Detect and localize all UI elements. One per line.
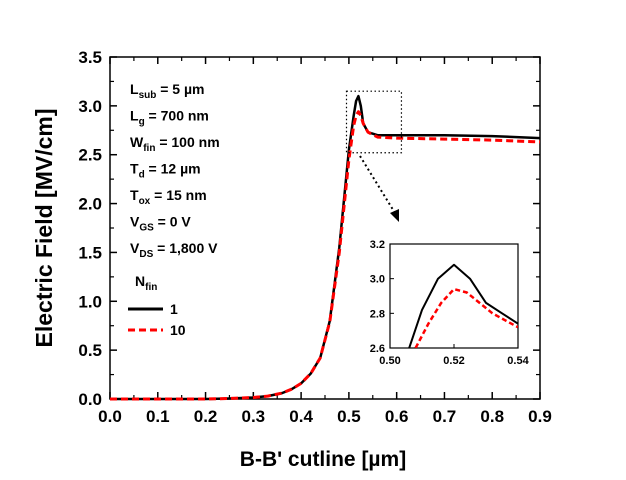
inset-series-line-10 xyxy=(414,287,518,348)
inset-x-tick-label: 0.52 xyxy=(443,355,464,367)
annotation-line: Lg = 700 nm xyxy=(130,108,209,128)
inset-x-tick-label: 0.50 xyxy=(379,355,400,367)
y-tick-label: 1.5 xyxy=(78,243,102,262)
y-axis-label: Electric Field [MV/cm] xyxy=(31,108,57,347)
x-tick-label: 0.6 xyxy=(385,407,409,426)
annotation-line: Td = 12 µm xyxy=(130,161,201,181)
inset-frame xyxy=(389,243,519,349)
annotation-line: Tox = 15 nm xyxy=(130,187,207,207)
main-series xyxy=(110,94,541,401)
annotation-line: Lsub = 5 µm xyxy=(130,81,205,101)
x-tick-label: 0.1 xyxy=(146,407,170,426)
y-tick-label: 0.0 xyxy=(78,390,102,409)
y-tick-label: 1.0 xyxy=(78,292,102,311)
y-tick-label: 2.0 xyxy=(78,195,102,214)
annotation-line: VGS = 0 V xyxy=(130,214,191,234)
zoom-arrow-line xyxy=(359,155,396,214)
x-tick-label: 0.4 xyxy=(289,407,313,426)
x-axis-label: B-B' cutline [µm] xyxy=(240,448,406,471)
y-tick-label: 0.5 xyxy=(78,341,102,360)
legend-title: Nfin xyxy=(135,273,157,293)
annotation-line: VDS = 1,800 V xyxy=(130,240,218,260)
y-tick-label: 3.0 xyxy=(78,97,102,116)
inset-series-line-1 xyxy=(408,263,518,348)
x-tick-label: 0.5 xyxy=(337,407,361,426)
legend-label: 10 xyxy=(170,322,186,338)
x-tick-label: 0.0 xyxy=(98,407,122,426)
x-tick-label: 0.3 xyxy=(242,407,266,426)
legend-label: 1 xyxy=(170,301,178,317)
x-tick-label: 0.2 xyxy=(194,407,218,426)
inset-plot: 0.50 0.52 0.54 2.6 2.8 3.0 3.2 xyxy=(370,239,530,367)
legend: Nfin 1 10 xyxy=(128,273,186,338)
y-tick-label: 3.5 xyxy=(78,48,102,67)
parameter-annotations: Lsub = 5 µm Lg = 700 nm Wfin = 100 nm Td = … xyxy=(130,81,220,260)
inset-y-tick-label: 2.8 xyxy=(370,308,385,320)
inset-x-tick-label: 0.54 xyxy=(507,355,529,367)
main-ticks: 0.0 0.1 0.2 0.3 0.4 0.5 0.6 0.7 0.8 0.9 0.0 0.5 1.0 1… xyxy=(78,48,551,426)
x-tick-label: 0.9 xyxy=(528,407,552,426)
inset-y-tick-label: 2.6 xyxy=(370,343,385,355)
x-tick-label: 0.7 xyxy=(433,407,457,426)
inset-y-tick-label: 3.0 xyxy=(370,274,385,286)
zoom-arrowhead xyxy=(390,209,399,222)
inset-y-tick-label: 3.2 xyxy=(370,239,385,251)
zoom-marker xyxy=(345,90,403,222)
x-tick-label: 0.8 xyxy=(480,407,504,426)
y-tick-label: 2.5 xyxy=(78,146,102,165)
series-line-10 xyxy=(110,110,541,401)
annotation-line: Wfin = 100 nm xyxy=(130,134,220,154)
